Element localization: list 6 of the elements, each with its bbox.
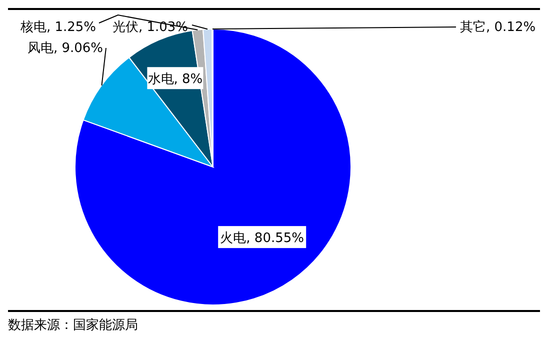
slice-label: 风电, 9.06% (27, 41, 103, 56)
slice-label: 其它, 0.12% (460, 19, 536, 35)
source-note: 数据来源：国家能源局 (8, 318, 138, 333)
slice-label: 水电, 8% (148, 72, 203, 88)
slice-label: 火电, 80.55% (220, 231, 304, 246)
slice-label: 核电, 1.25% (19, 20, 96, 35)
